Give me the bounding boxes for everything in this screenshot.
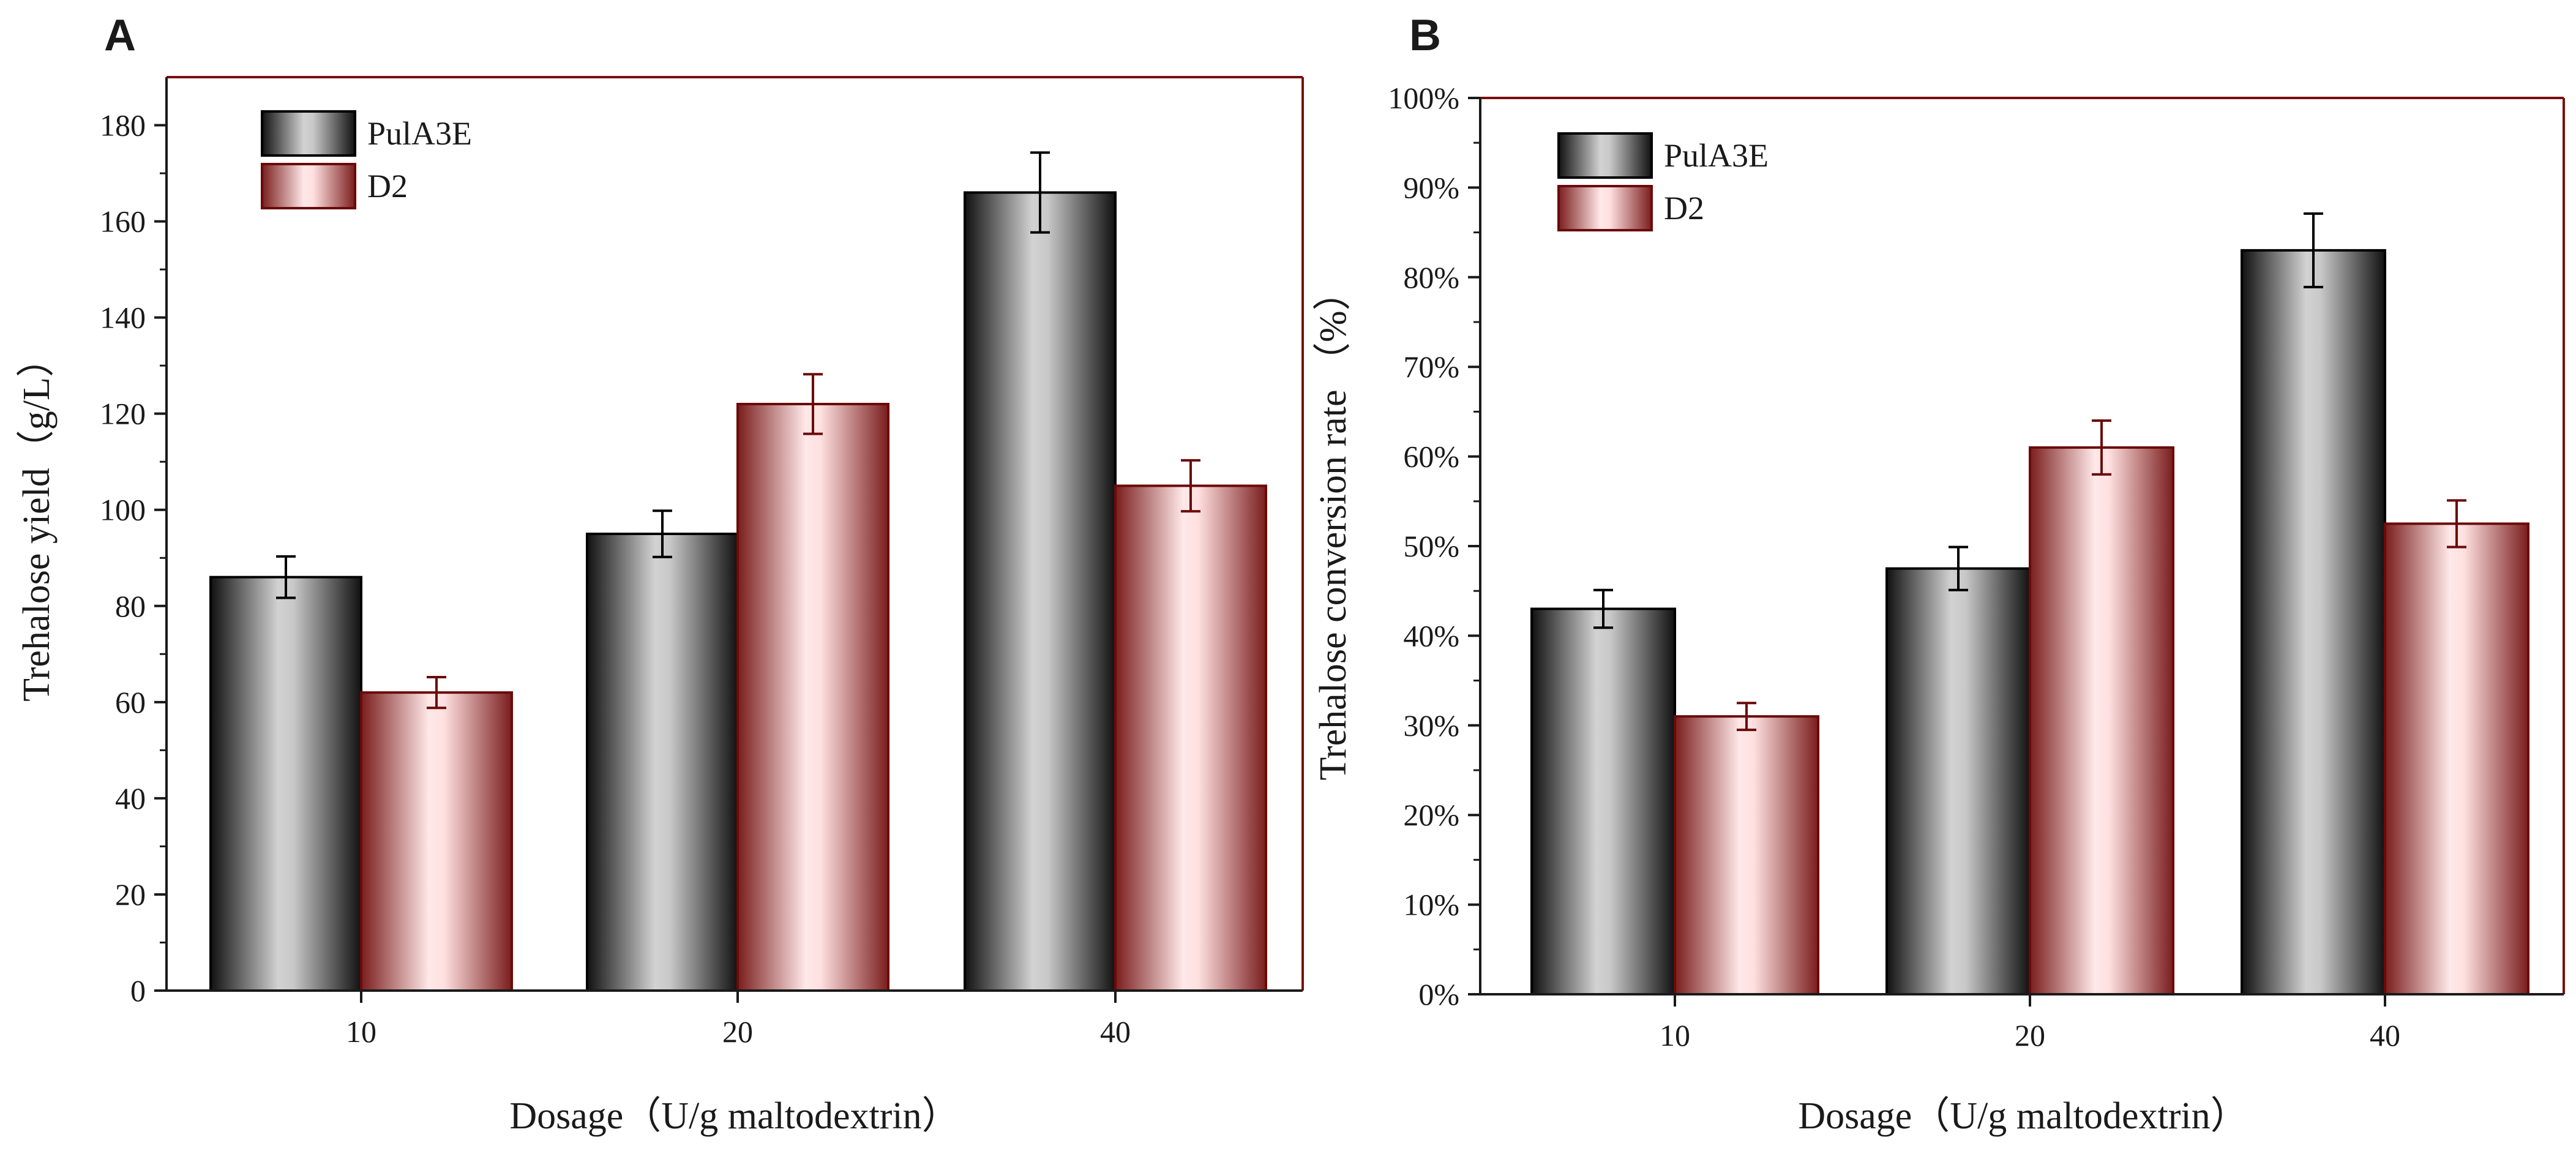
panel-a-y-axis-title: Trehalose yield（g/L）	[16, 339, 58, 702]
panel-a-legend-label-d2: D2	[367, 168, 408, 204]
panel-b-legend-label-d2: D2	[1664, 190, 1704, 227]
panel-b-x-tick-label-20: 20	[2015, 1018, 2045, 1052]
panel-b-chart: B 0% 10% 20% 30% 40% 50% 60% 70% 80% 90% 100% 10 20 4…	[1312, 11, 2565, 1137]
panel-a-x-axis-title: Dosage（U/g maltodextrin）	[509, 1095, 959, 1137]
panel-b-y-tick-label-1: 10%	[1403, 888, 1459, 922]
panel-a-letter: A	[104, 11, 136, 60]
panel-b-x-axis-title: Dosage（U/g maltodextrin）	[1798, 1095, 2248, 1137]
panel-a-x-tick-label-20: 20	[722, 1014, 753, 1049]
panel-a-y-tick-label-1: 20	[115, 877, 146, 912]
panel-a-y-tick-label-5: 100	[100, 493, 146, 527]
panel-b-x-tick-label-40: 40	[2370, 1018, 2400, 1052]
panel-a-bar-d2-40	[1114, 484, 1267, 992]
panel-a-legend-label-pula3e: PulA3E	[367, 115, 472, 152]
panel-b-y-tick-label-0: 0%	[1418, 977, 1459, 1011]
panel-b-plot: 0% 10% 20% 30% 40% 50% 60% 70% 80% 90% 100% 10 20 40 P…	[1388, 81, 2565, 1052]
panel-b-y-tick-label-6: 60%	[1403, 440, 1459, 474]
panel-b-x-tick-label-10: 10	[1660, 1018, 1690, 1052]
panel-a-y-tick-label-4: 80	[115, 589, 146, 623]
panel-a-bar-pula3e-40	[964, 191, 1117, 992]
panel-a-bar-pula3e-20	[586, 533, 739, 992]
panel-b-y-axis-title: Trehalose conversion rate （%）	[1312, 272, 1354, 780]
panel-b-bar-pula3e-20	[1885, 567, 2031, 995]
panel-a-legend-swatch-d2	[261, 163, 356, 209]
panel-b-legend-swatch-pula3e	[1557, 132, 1653, 179]
panel-a-y-tick-label-6: 120	[100, 397, 146, 431]
panel-b-y-tick-label-3: 30%	[1403, 708, 1459, 743]
panel-b-bar-pula3e-40	[2241, 249, 2386, 995]
panel-b-legend-swatch-d2	[1557, 185, 1653, 231]
panel-b-letter: B	[1409, 11, 1441, 60]
panel-b-legend-label-pula3e: PulA3E	[1664, 137, 1769, 174]
panel-b-y-tick-label-7: 70%	[1403, 350, 1459, 384]
panel-b-bar-d2-10	[1674, 715, 1819, 996]
panel-b-y-tick-label-5: 50%	[1403, 529, 1459, 563]
panel-a-y-tick-label-0: 0	[130, 973, 146, 1008]
panel-a-y-tick-label-2: 40	[115, 781, 146, 815]
panel-a-x-tick-label-10: 10	[346, 1014, 376, 1049]
panel-b-bar-d2-40	[2384, 522, 2529, 995]
panel-a-x-tick-label-40: 40	[1100, 1014, 1131, 1049]
panel-a-chart: A 0 20 40 60 80 100 120 140 160 180 10 20 40 PulA3E D2…	[16, 11, 1304, 1137]
panel-b-bar-pula3e-10	[1530, 607, 1676, 995]
panel-b-y-tick-label-4: 40%	[1403, 618, 1459, 653]
panel-a-bar-pula3e-10	[209, 576, 362, 992]
panel-a-y-tick-label-9: 180	[100, 108, 146, 143]
panel-a-y-tick-label-3: 60	[115, 685, 146, 719]
panel-a-y-tick-label-7: 140	[100, 301, 146, 335]
panel-b-y-tick-label-2: 20%	[1403, 798, 1459, 832]
panel-a-bar-d2-20	[736, 402, 889, 992]
panel-b-y-tick-label-8: 80%	[1403, 260, 1459, 294]
panel-b-bar-d2-20	[2029, 446, 2174, 995]
panel-a-bar-d2-10	[360, 691, 513, 992]
panel-a-y-tick-label-8: 160	[100, 204, 146, 239]
panel-a-plot: 0 20 40 60 80 100 120 140 160 180 10 20 40 PulA3E D2	[100, 76, 1304, 1049]
panel-b-y-tick-label-9: 90%	[1403, 170, 1459, 204]
panel-a-legend-swatch-pula3e	[261, 110, 356, 157]
panel-b-y-tick-label-10: 100%	[1388, 81, 1459, 115]
